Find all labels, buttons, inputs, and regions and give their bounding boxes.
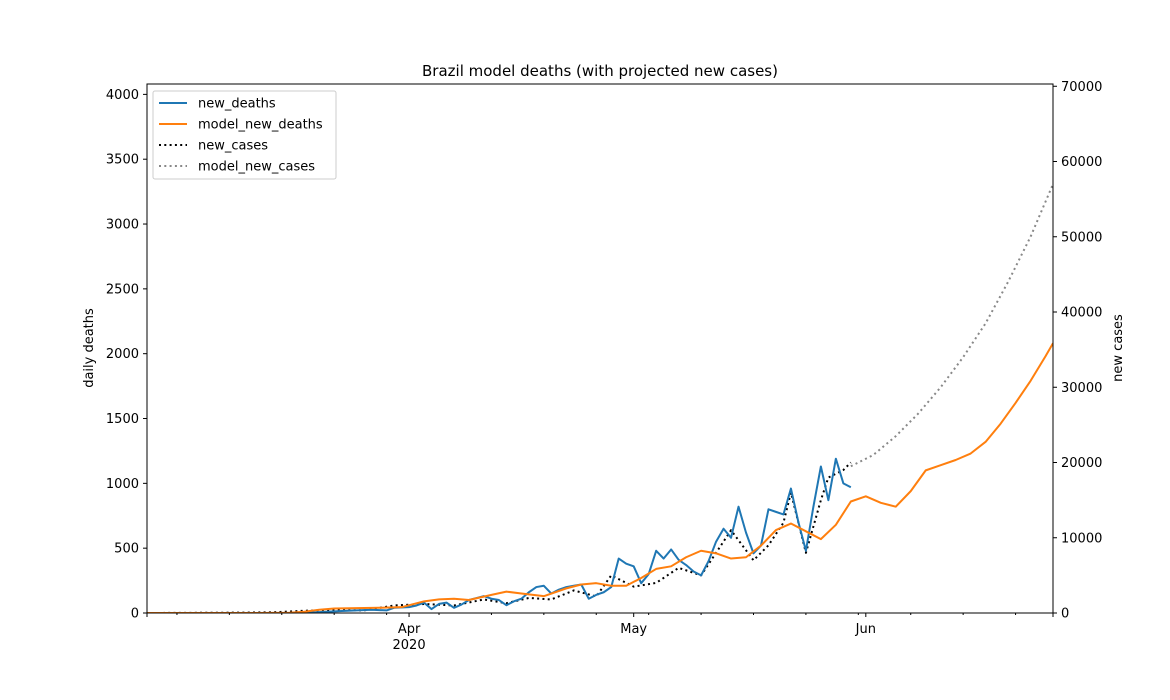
legend-label: model_new_cases [198,160,315,175]
legend-label: new_deaths [198,97,276,112]
y2-tick-label: 10000 [1061,531,1102,546]
y-tick-label: 0 [131,607,139,622]
legend-box [152,90,337,180]
y2-tick-label: 50000 [1061,230,1102,245]
y-tick-label: 500 [114,542,139,557]
y2-axis-label: new cases [1111,314,1126,382]
legend-label: model_new_deaths [198,118,323,133]
y-axis-right: 0 10000 20000 30000 40000 50000 60000 70000 [1053,80,1102,622]
plot-frame [146,83,1054,614]
x-tick-label: May [620,622,647,637]
y2-tick-label: 0 [1061,607,1069,622]
plot-area [147,183,1053,613]
y2-tick-label: 30000 [1061,381,1102,396]
y-axis-label: daily deaths [82,308,97,388]
y-tick-label: 3000 [106,218,139,233]
legend: new_deaths model_new_deaths new_casesmodel… [152,90,337,180]
y2-tick-label: 70000 [1061,80,1102,95]
y2-tick-label: 40000 [1061,306,1102,321]
y-tick-label: 4000 [106,88,139,103]
y-tick-label: 2000 [106,347,139,362]
x-tick-label: Apr [398,622,421,637]
y-tick-label: 1500 [106,412,139,427]
y-tick-label: 3500 [106,153,139,168]
y2-tick-label: 60000 [1061,155,1102,170]
legend-label: new_cases [198,139,268,154]
series-line-model-new-cases [850,183,1053,468]
y-tick-label: 1000 [106,477,139,492]
x-tick-sublabel: 2020 [393,638,426,653]
y-tick-label: 2500 [106,282,139,297]
series-line-new-deaths [147,457,852,613]
x-tick-label: Jun [855,622,876,637]
chart-title: Brazil model deaths (with projected new … [422,62,778,80]
y2-tick-label: 20000 [1061,456,1102,471]
series-line-model-new-deaths [147,342,1053,613]
y-axis-left: 0 500 1000 1500 2000 2500 3000 3500 4000 [106,88,147,622]
